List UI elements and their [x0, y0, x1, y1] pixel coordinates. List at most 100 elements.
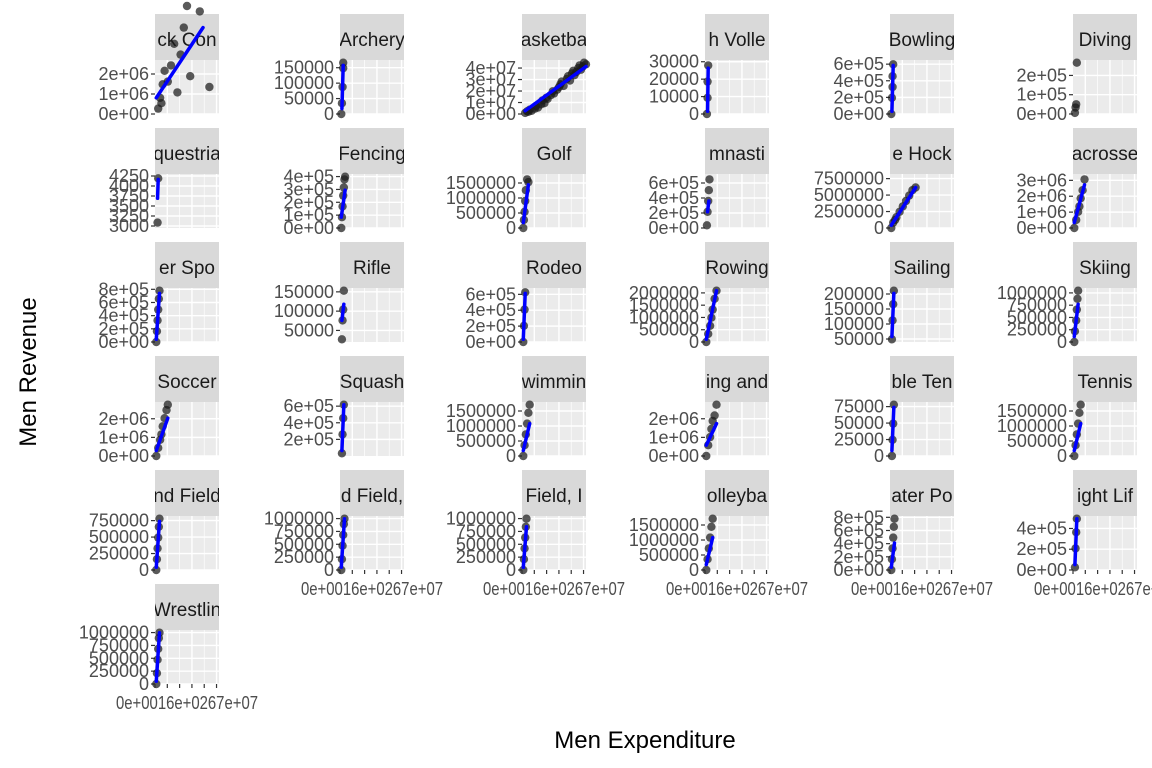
- panel-background: [155, 174, 219, 228]
- y-tick-label: 0: [506, 560, 516, 580]
- y-tick-label: 250000: [1007, 320, 1067, 340]
- facet-strip-label: ble Ten: [892, 372, 953, 393]
- data-point: [524, 177, 533, 187]
- y-tick-label: 0e+00: [1016, 104, 1067, 124]
- panel-background: [705, 174, 769, 228]
- y-tick-label: 3750: [109, 186, 149, 206]
- data-point: [339, 286, 349, 295]
- facet-strip: [340, 242, 404, 288]
- y-tick-label: 1000000: [446, 188, 516, 208]
- y-tick-label: 0e+00: [465, 104, 516, 124]
- facet-strip: [1073, 470, 1137, 516]
- facet-strip: [890, 242, 954, 288]
- y-tick-label: 5000000: [814, 185, 884, 205]
- panel-background: [1073, 516, 1137, 570]
- y-tick-label: 7500000: [814, 169, 884, 189]
- y-tick-label: 4e+05: [833, 71, 884, 91]
- facet-strip-label: Wrestlin: [153, 600, 221, 621]
- data-point: [889, 286, 899, 295]
- y-tick-label: 4e+05: [98, 306, 149, 326]
- data-point: [337, 109, 346, 119]
- y-tick-label: 2e+05: [833, 547, 884, 567]
- facet-strip-label: er Spo: [159, 258, 215, 279]
- panel-background: [890, 288, 954, 342]
- fit-line: [1072, 183, 1087, 225]
- y-tick-label: 500000: [456, 431, 516, 451]
- facet-strip-label: Rodeo: [526, 258, 582, 279]
- y-tick-label: 1500000: [629, 515, 699, 535]
- y-tick-label: 20000: [649, 69, 699, 89]
- data-point: [152, 565, 161, 575]
- y-tick-label: 2500000: [814, 202, 884, 222]
- data-point: [707, 522, 716, 531]
- y-tick-label: 2e+05: [648, 203, 699, 223]
- fit-line: [521, 183, 531, 225]
- facet-strip-label: ater Po: [891, 486, 952, 507]
- data-point: [337, 223, 346, 233]
- fit-line: [890, 291, 896, 339]
- fit-line: [154, 416, 170, 453]
- data-point: [340, 172, 350, 181]
- y-tick-label: 75000: [834, 397, 884, 417]
- y-tick-label: 1e+06: [1016, 202, 1067, 222]
- facet-strip: [1073, 128, 1137, 174]
- panel-background: [890, 402, 954, 456]
- panel-background: [340, 402, 404, 456]
- y-tick-label: 500000: [1007, 431, 1067, 451]
- data-point: [704, 61, 713, 70]
- y-tick-label: 500000: [456, 534, 516, 554]
- data-point: [705, 175, 714, 184]
- facet-strip-label: wimmin: [521, 372, 586, 393]
- facet-strip: [1073, 14, 1137, 60]
- data-point: [890, 514, 899, 523]
- y-tick-label: 0e+00: [833, 560, 884, 580]
- y-tick-label: 1e+05: [283, 205, 334, 225]
- y-tick-label: 100000: [274, 73, 334, 93]
- y-tick-label: 0: [324, 560, 334, 580]
- y-tick-label: 0: [139, 674, 149, 694]
- facet-strip: [705, 128, 769, 174]
- facet-strip: [155, 584, 219, 630]
- fit-line: [1072, 302, 1080, 339]
- y-tick-label: 0e+00: [648, 446, 699, 466]
- y-tick-label: 10000: [649, 87, 699, 107]
- fit-line: [890, 63, 895, 114]
- y-tick-label: 1e+05: [1016, 85, 1067, 105]
- facet-strip: [155, 242, 219, 288]
- fit-line: [339, 188, 347, 219]
- fit-line: [523, 64, 588, 113]
- y-tick-label: 0e+00: [1016, 218, 1067, 238]
- data-point: [152, 337, 161, 347]
- facet-strip: [340, 470, 404, 516]
- y-tick-label: 500000: [89, 648, 149, 668]
- facet-strip-label: Bowling: [889, 30, 956, 51]
- panel-background: [155, 630, 219, 684]
- facet-strip-label: d Field,: [341, 486, 403, 507]
- panel-background: [340, 288, 404, 342]
- y-tick-label: 0e+00: [833, 104, 884, 124]
- y-tick-label: 0: [1057, 332, 1067, 352]
- y-tick-label: 2e+05: [283, 429, 334, 449]
- data-point: [155, 514, 164, 523]
- y-tick-label: 2e+05: [283, 192, 334, 212]
- y-tick-label: 4e+05: [648, 188, 699, 208]
- y-tick-label: 1500000: [629, 295, 699, 315]
- data-point: [160, 66, 169, 76]
- data-point: [702, 337, 711, 347]
- y-tick-label: 250000: [89, 544, 149, 564]
- facet-strip: [890, 470, 954, 516]
- y-tick-label: 4000: [109, 176, 149, 196]
- y-tick-label: 1000000: [264, 509, 334, 529]
- data-point: [1072, 100, 1081, 109]
- y-tick-label: 0e+00: [1016, 560, 1067, 580]
- panel-background: [340, 174, 404, 228]
- y-tick-label: 4e+05: [283, 167, 334, 187]
- facet-panels: ck Con0e+001e+062e+06Archery050000100000…: [79, 1, 1152, 713]
- panel-background: [1073, 60, 1137, 114]
- data-point: [1072, 58, 1082, 67]
